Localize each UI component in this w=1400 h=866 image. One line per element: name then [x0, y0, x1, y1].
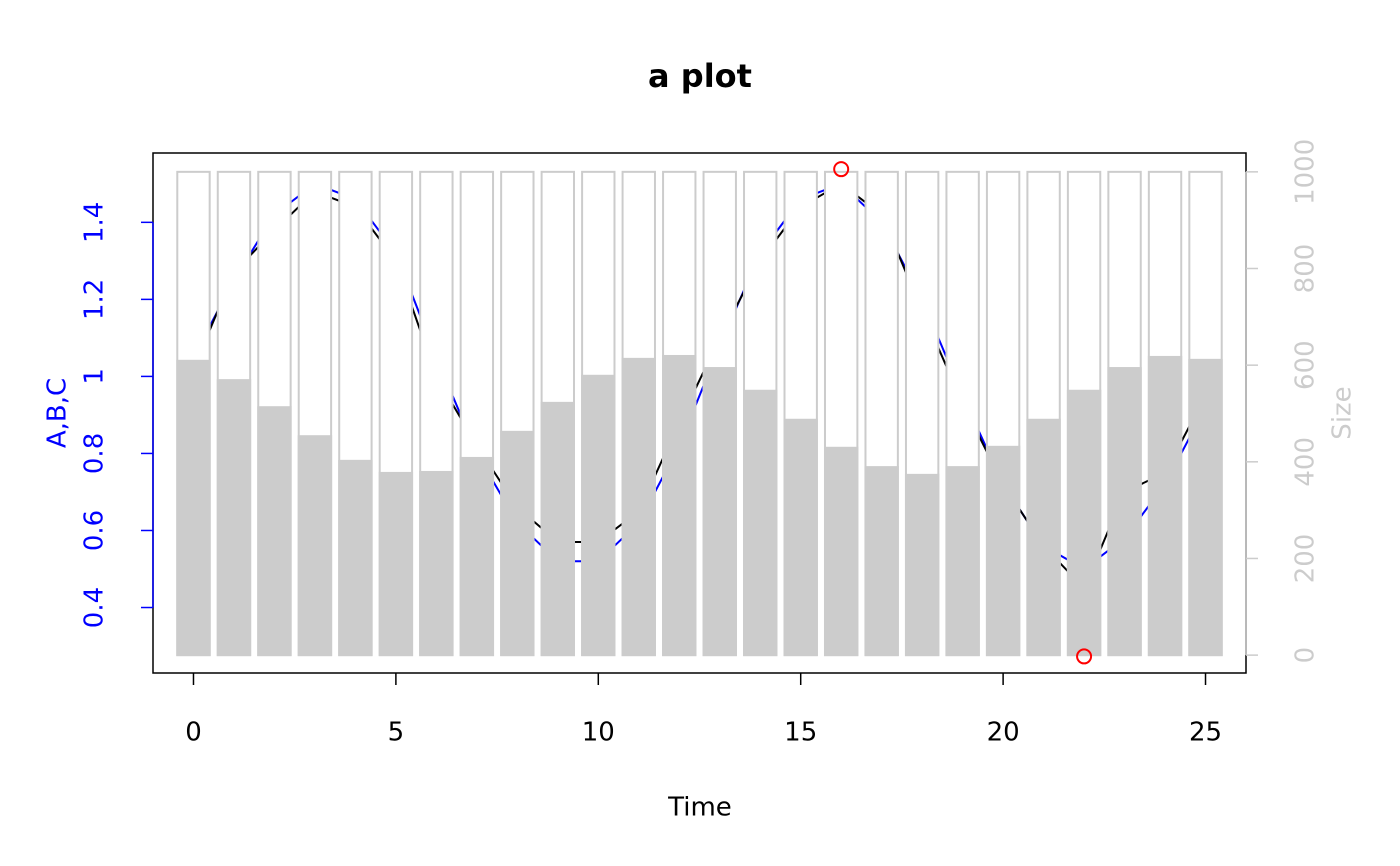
y2-tick-label: 600 — [1291, 340, 1321, 390]
x-tick-label: 15 — [784, 718, 817, 748]
y-axis-label: A,B,C — [43, 378, 73, 448]
bar — [257, 406, 292, 657]
x-tick-label: 25 — [1189, 718, 1222, 748]
bar — [783, 418, 818, 657]
bar — [338, 459, 373, 657]
bar — [1188, 358, 1223, 657]
y-tick-label: 0.4 — [80, 587, 110, 628]
x-tick-label: 20 — [987, 718, 1020, 748]
bar — [176, 359, 211, 657]
x-axis-label: Time — [667, 793, 732, 823]
bar — [1066, 389, 1102, 657]
bar — [621, 357, 656, 657]
point — [1076, 648, 1093, 665]
bar — [419, 470, 454, 657]
bar — [500, 430, 535, 657]
bar — [662, 354, 697, 657]
bar — [378, 471, 414, 657]
y2-axis-label: Size — [1328, 386, 1358, 439]
bar — [985, 445, 1021, 657]
y-tick-label: 1.4 — [80, 202, 110, 243]
y2-tick-label: 400 — [1291, 437, 1321, 487]
y-tick-label: 0.6 — [80, 510, 110, 551]
bar — [1147, 355, 1183, 657]
x-tick-label: 10 — [582, 718, 615, 748]
bar — [1107, 367, 1142, 657]
y2-tick-label: 800 — [1291, 244, 1321, 294]
bar — [1026, 418, 1061, 657]
x-tick-label: 0 — [185, 718, 202, 748]
bar — [297, 435, 333, 657]
bar — [459, 456, 495, 657]
bar — [864, 466, 899, 657]
y-tick-label: 1 — [80, 368, 110, 385]
bar — [216, 379, 252, 657]
x-tick-label: 5 — [388, 718, 405, 748]
bar — [904, 473, 940, 657]
y2-tick-label: 1000 — [1291, 139, 1321, 205]
y-tick-label: 0.8 — [80, 433, 110, 474]
bar — [823, 446, 859, 657]
bar — [743, 389, 778, 657]
bar — [702, 367, 737, 657]
bar — [581, 374, 616, 657]
y2-tick-label: 200 — [1291, 534, 1321, 584]
y-tick-label: 1.2 — [80, 279, 110, 320]
bar — [945, 466, 980, 657]
point — [833, 161, 850, 178]
bar — [540, 401, 576, 657]
y2-tick-label: 0 — [1291, 647, 1321, 664]
chart-title: a plot — [648, 57, 752, 95]
